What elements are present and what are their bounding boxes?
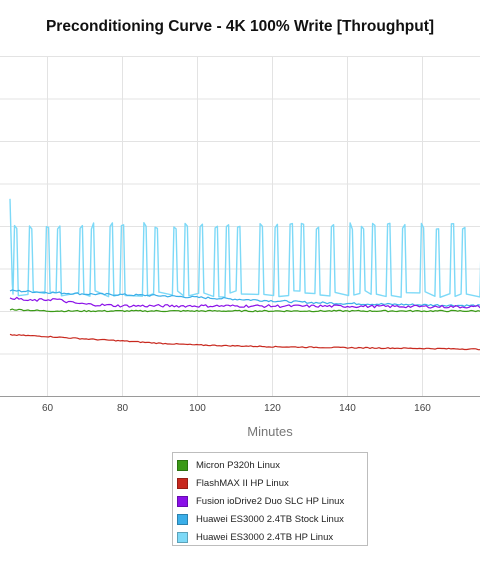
legend-label: Fusion ioDrive2 Duo SLC HP Linux: [196, 495, 345, 507]
x-tick-label: 80: [117, 403, 129, 414]
legend: Micron P320h Linux FlashMAX II HP Linux Fu…: [172, 452, 368, 546]
legend-label: FlashMAX II HP Linux: [196, 477, 289, 489]
series-line-3: [9, 289, 480, 308]
x-tick-labels: 608010012014016018020022024026028: [42, 403, 431, 414]
x-tick-label: 100: [189, 403, 206, 414]
series-line-2: [9, 296, 480, 309]
series-line-4: [9, 198, 480, 298]
series-layer: [9, 198, 480, 351]
series-line-1: [9, 333, 480, 351]
x-tick-label: 60: [42, 403, 54, 414]
legend-label: Micron P320h Linux: [196, 459, 280, 471]
x-tick-label: 120: [264, 403, 281, 414]
legend-swatch: [177, 459, 188, 471]
legend-label: Huawei ES3000 2.4TB HP Linux: [196, 532, 334, 544]
legend-label: Huawei ES3000 2.4TB Stock Linux: [196, 514, 344, 526]
series-line-0: [9, 308, 480, 313]
legend-item: Huawei ES3000 2.4TB HP Linux: [177, 529, 367, 547]
legend-swatch: [177, 532, 188, 544]
legend-swatch: [177, 477, 188, 489]
legend-swatch: [177, 495, 188, 507]
legend-swatch: [177, 514, 188, 526]
legend-item: Micron P320h Linux: [177, 456, 367, 474]
legend-item: Fusion ioDrive2 Duo SLC HP Linux: [177, 492, 367, 510]
legend-item: Huawei ES3000 2.4TB Stock Linux: [177, 511, 367, 529]
chart-title: Preconditioning Curve - 4K 100% Write [T…: [45, 18, 435, 35]
x-axis-label: Minutes: [247, 424, 293, 439]
legend-item: FlashMAX II HP Linux: [177, 474, 367, 492]
x-tick-label: 160: [414, 403, 431, 414]
x-tick-label: 140: [339, 403, 356, 414]
